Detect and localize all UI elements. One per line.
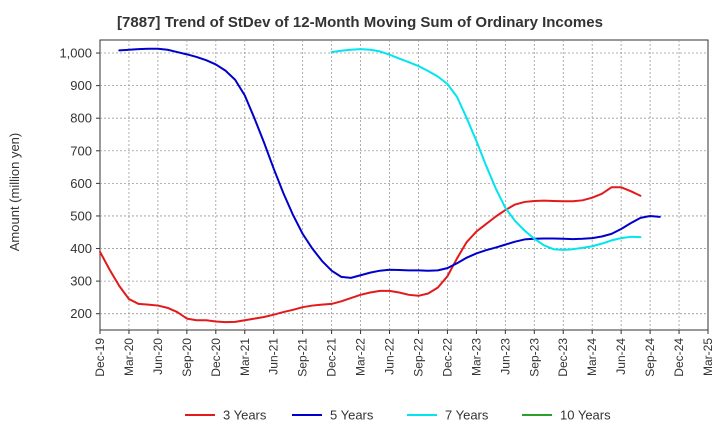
x-tick-label: Dec-23 [556, 338, 570, 377]
series-line-3-years [99, 186, 642, 324]
series-lines [99, 47, 661, 324]
x-tick-label: Dec-20 [209, 338, 223, 377]
y-tick-label: 200 [70, 306, 92, 321]
x-tick-label: Sep-20 [180, 338, 194, 377]
y-tick-label: 1,000 [59, 46, 92, 61]
legend-label: 10 Years [560, 408, 611, 423]
x-tick-label: Dec-22 [440, 338, 454, 377]
x-tick-label: Mar-25 [701, 338, 715, 376]
x-tick-label: Mar-20 [122, 338, 136, 376]
x-tick-label: Mar-22 [354, 338, 368, 376]
x-tick-label: Sep-23 [527, 338, 541, 377]
y-tick-label: 900 [70, 78, 92, 93]
x-tick-label: Jun-21 [267, 338, 281, 375]
y-tick-label: 400 [70, 241, 92, 256]
x-tick-label: Dec-24 [672, 338, 686, 377]
x-tick-label: Jun-24 [614, 338, 628, 375]
x-tick-label: Mar-24 [585, 338, 599, 376]
x-tick-label: Dec-19 [93, 338, 107, 377]
y-tick-label: 700 [70, 143, 92, 158]
y-tick-label: 300 [70, 274, 92, 289]
x-tick-label: Sep-22 [411, 338, 425, 377]
legend-label: 5 Years [330, 408, 374, 423]
x-tick-label: Mar-23 [469, 338, 483, 376]
x-tick-label: Jun-22 [383, 338, 397, 375]
legend-label: 7 Years [445, 408, 489, 423]
x-tick-label: Mar-21 [238, 338, 252, 376]
series-line-5-years [118, 47, 661, 279]
y-axis-ticks: 200 300 400 500 600 700 800 900 1,000 [59, 46, 100, 321]
x-tick-label: Sep-21 [296, 338, 310, 377]
y-tick-label: 800 [70, 111, 92, 126]
y-tick-label: 600 [70, 176, 92, 191]
legend-label: 3 Years [223, 408, 267, 423]
x-tick-label: Jun-23 [498, 338, 512, 375]
y-axis-label: Amount (million yen) [7, 133, 22, 252]
x-tick-label: Jun-20 [151, 338, 165, 375]
x-tick-label: Dec-21 [325, 338, 339, 377]
x-axis-ticks: Dec-19 Mar-20 Jun-20 Sep-20 Dec-20 Mar-21 Jun-… [93, 330, 715, 377]
series-line-7-years [330, 48, 642, 251]
chart-title: [7887] Trend of StDev of 12-Month Moving… [117, 14, 603, 31]
legend: 3 Years 5 Years 7 Years 10 Years [185, 408, 611, 423]
plot-area [99, 39, 709, 331]
grid-lines [100, 40, 708, 330]
x-tick-label: Sep-24 [643, 338, 657, 377]
y-tick-label: 500 [70, 208, 92, 223]
